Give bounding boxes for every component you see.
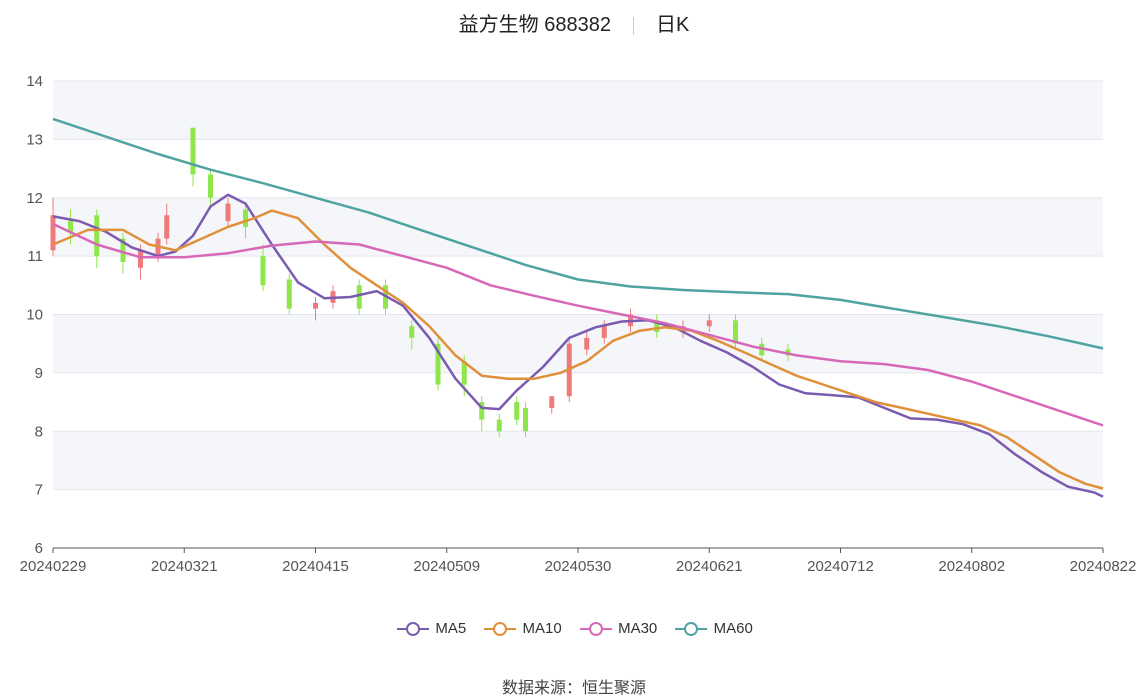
candle-body — [601, 326, 607, 338]
legend-label-ma30: MA30 — [618, 620, 658, 637]
candle-body — [549, 396, 555, 408]
candle-body — [243, 209, 248, 227]
series-line-ma10 — [52, 209, 1104, 490]
period-label: 日K — [655, 14, 690, 36]
legend-item-ma30[interactable]: MA30 — [578, 620, 657, 637]
candle-body — [94, 215, 100, 257]
candle-body — [260, 256, 266, 286]
x-tick-label: 20240621 — [676, 558, 743, 575]
y-tick-label: 12 — [26, 190, 43, 207]
y-tick-label: 13 — [26, 131, 43, 148]
grid-band — [53, 81, 1103, 140]
candle-body — [733, 320, 738, 344]
x-tick-label: 20240530 — [545, 558, 612, 575]
candle-body — [225, 203, 231, 222]
candle-body — [496, 419, 502, 432]
legend-item-ma60[interactable]: MA60 — [673, 620, 753, 637]
candle-body — [208, 174, 213, 198]
series-line-ma5 — [52, 193, 1104, 498]
candle-body — [190, 127, 196, 175]
legend-item-ma5[interactable]: MA5 — [395, 620, 466, 637]
candle-body — [120, 238, 126, 262]
y-tick-label: 7 — [35, 482, 43, 499]
x-tick-label: 20240509 — [413, 558, 480, 575]
y-tick-label: 9 — [35, 365, 43, 382]
x-tick-label: 20240822 — [1070, 558, 1137, 575]
candle-body — [523, 407, 528, 432]
candle-body — [435, 343, 441, 385]
candle-body — [164, 215, 170, 239]
series-line-ma30 — [52, 222, 1104, 427]
stock-name: 益方生物 688382 — [458, 14, 611, 36]
y-tick-label: 8 — [35, 423, 43, 440]
x-tick-label: 20240415 — [282, 558, 349, 575]
candle-body — [313, 302, 318, 309]
x-tick-label: 20240321 — [151, 558, 218, 575]
candle-body — [68, 221, 73, 233]
x-tick-label: 20240802 — [938, 558, 1005, 575]
candle-body — [50, 215, 56, 251]
y-tick-label: 11 — [27, 248, 43, 265]
candle-body — [706, 320, 712, 327]
y-tick-label: 6 — [35, 540, 43, 557]
legend-label-ma10: MA10 — [522, 620, 562, 637]
chart-title: 益方生物 688382 日K — [0, 8, 1148, 37]
legend-label-ma5: MA5 — [435, 620, 467, 637]
candle-body — [584, 337, 590, 350]
legend-label-ma60: MA60 — [713, 620, 753, 637]
candle-body — [409, 326, 415, 338]
source-value: 恒生聚源 — [582, 680, 647, 697]
y-tick-label: 10 — [26, 307, 43, 324]
legend: MA5 MA10 MA30 MA60 — [0, 620, 1148, 637]
grid-band — [53, 314, 1103, 373]
data-source: 数据来源：恒生聚源 — [0, 674, 1148, 698]
grid-band — [53, 431, 1103, 490]
candlestick-chart: 6 7 8 9 10 11 12 13 14 20240229 20240321 20240415 20… — [20, 73, 1137, 575]
x-tick-label: 20240712 — [807, 558, 874, 575]
candle-body — [479, 402, 485, 420]
legend-item-ma10[interactable]: MA10 — [482, 620, 562, 637]
x-tick-label: 20240229 — [20, 558, 87, 575]
source-label: 数据来源： — [501, 680, 582, 697]
candle-body — [286, 279, 292, 309]
candle-body — [461, 361, 467, 385]
candle-body — [138, 250, 143, 268]
candle-body — [514, 402, 520, 420]
title-separator — [632, 16, 634, 35]
y-tick-label: 14 — [26, 73, 43, 90]
candle-body — [356, 285, 362, 309]
series-line-ma60 — [52, 117, 1104, 350]
candle-body — [654, 320, 660, 333]
